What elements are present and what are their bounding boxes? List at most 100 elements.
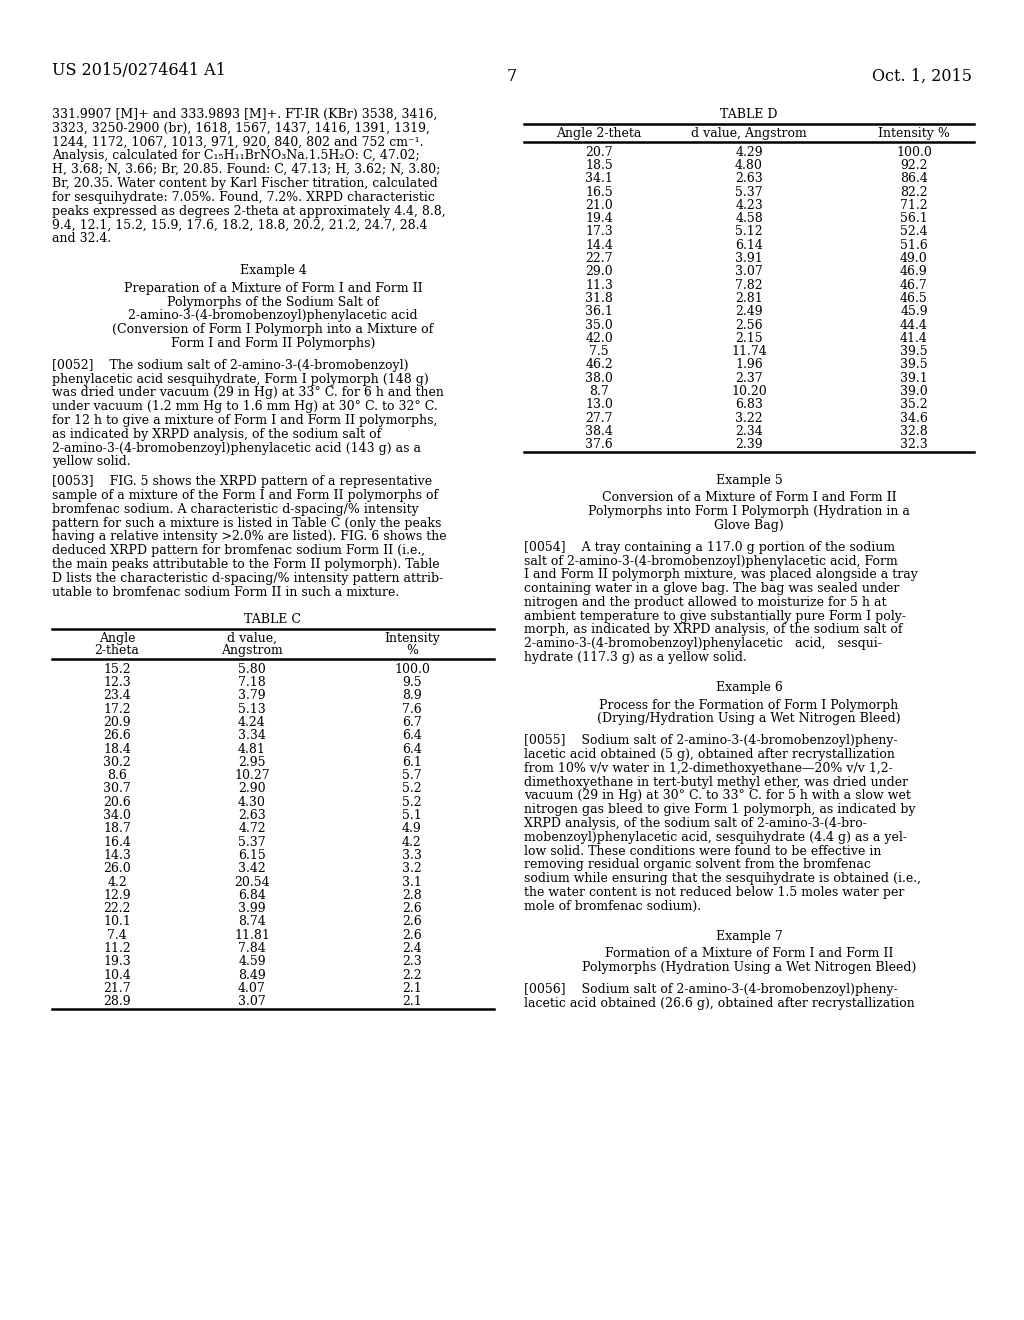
- Text: 19.4: 19.4: [585, 213, 613, 226]
- Text: 6.15: 6.15: [239, 849, 266, 862]
- Text: 3.91: 3.91: [735, 252, 763, 265]
- Text: 5.37: 5.37: [239, 836, 266, 849]
- Text: 3.07: 3.07: [735, 265, 763, 279]
- Text: 8.49: 8.49: [239, 969, 266, 982]
- Text: 7.5: 7.5: [589, 345, 609, 358]
- Text: 44.4: 44.4: [900, 318, 928, 331]
- Text: 5.37: 5.37: [735, 186, 763, 198]
- Text: Form I and Form II Polymorphs): Form I and Form II Polymorphs): [171, 337, 375, 350]
- Text: 2.8: 2.8: [402, 888, 422, 902]
- Text: 82.2: 82.2: [900, 186, 928, 198]
- Text: 2.4: 2.4: [402, 942, 422, 956]
- Text: Glove Bag): Glove Bag): [714, 519, 784, 532]
- Text: removing residual organic solvent from the bromfenac: removing residual organic solvent from t…: [524, 858, 870, 871]
- Text: [0054]    A tray containing a 117.0 g portion of the sodium: [0054] A tray containing a 117.0 g porti…: [524, 541, 895, 553]
- Text: 6.14: 6.14: [735, 239, 763, 252]
- Text: Polymorphs into Form I Polymorph (Hydration in a: Polymorphs into Form I Polymorph (Hydrat…: [588, 506, 910, 519]
- Text: Oct. 1, 2015: Oct. 1, 2015: [872, 69, 972, 84]
- Text: 20.6: 20.6: [103, 796, 131, 809]
- Text: 7: 7: [507, 69, 517, 84]
- Text: 14.3: 14.3: [103, 849, 131, 862]
- Text: 45.9: 45.9: [900, 305, 928, 318]
- Text: 9.4, 12.1, 15.2, 15.9, 17.6, 18.2, 18.8, 20.2, 21.2, 24.7, 28.4: 9.4, 12.1, 15.2, 15.9, 17.6, 18.2, 18.8,…: [52, 218, 427, 231]
- Text: 10.20: 10.20: [731, 385, 767, 399]
- Text: [0053]    FIG. 5 shows the XRPD pattern of a representative: [0053] FIG. 5 shows the XRPD pattern of …: [52, 475, 432, 488]
- Text: 4.81: 4.81: [238, 743, 266, 755]
- Text: 38.0: 38.0: [585, 372, 613, 384]
- Text: dimethoxyethane in tert-butyl methyl ether, was dried under: dimethoxyethane in tert-butyl methyl eth…: [524, 776, 908, 788]
- Text: 2.6: 2.6: [402, 916, 422, 928]
- Text: 100.0: 100.0: [394, 663, 430, 676]
- Text: 4.59: 4.59: [239, 956, 266, 969]
- Text: 100.0: 100.0: [896, 145, 932, 158]
- Text: yellow solid.: yellow solid.: [52, 455, 131, 469]
- Text: sodium while ensuring that the sesquihydrate is obtained (i.e.,: sodium while ensuring that the sesquihyd…: [524, 873, 921, 886]
- Text: Angle: Angle: [98, 632, 135, 645]
- Text: 21.0: 21.0: [585, 199, 613, 211]
- Text: 4.58: 4.58: [735, 213, 763, 226]
- Text: 34.0: 34.0: [103, 809, 131, 822]
- Text: 10.27: 10.27: [234, 770, 269, 783]
- Text: lacetic acid obtained (26.6 g), obtained after recrystallization: lacetic acid obtained (26.6 g), obtained…: [524, 997, 914, 1010]
- Text: 7.82: 7.82: [735, 279, 763, 292]
- Text: 11.74: 11.74: [731, 345, 767, 358]
- Text: as indicated by XRPD analysis, of the sodium salt of: as indicated by XRPD analysis, of the so…: [52, 428, 381, 441]
- Text: 6.84: 6.84: [238, 888, 266, 902]
- Text: peaks expressed as degrees 2-theta at approximately 4.4, 8.8,: peaks expressed as degrees 2-theta at ap…: [52, 205, 445, 218]
- Text: 56.1: 56.1: [900, 213, 928, 226]
- Text: 12.3: 12.3: [103, 676, 131, 689]
- Text: pattern for such a mixture is listed in Table C (only the peaks: pattern for such a mixture is listed in …: [52, 516, 441, 529]
- Text: 2.49: 2.49: [735, 305, 763, 318]
- Text: 31.8: 31.8: [585, 292, 613, 305]
- Text: [0055]    Sodium salt of 2-amino-3-(4-bromobenzoyl)pheny-: [0055] Sodium salt of 2-amino-3-(4-bromo…: [524, 734, 898, 747]
- Text: Formation of a Mixture of Form I and Form II: Formation of a Mixture of Form I and For…: [605, 948, 893, 961]
- Text: 10.1: 10.1: [103, 916, 131, 928]
- Text: 2.95: 2.95: [239, 756, 266, 768]
- Text: (Conversion of Form I Polymorph into a Mixture of: (Conversion of Form I Polymorph into a M…: [113, 323, 433, 337]
- Text: 5.7: 5.7: [402, 770, 422, 783]
- Text: 32.8: 32.8: [900, 425, 928, 438]
- Text: 4.23: 4.23: [735, 199, 763, 211]
- Text: 8.7: 8.7: [589, 385, 609, 399]
- Text: 18.4: 18.4: [103, 743, 131, 755]
- Text: Intensity: Intensity: [384, 632, 440, 645]
- Text: 3.07: 3.07: [239, 995, 266, 1008]
- Text: 6.83: 6.83: [735, 399, 763, 412]
- Text: 46.7: 46.7: [900, 279, 928, 292]
- Text: Example 7: Example 7: [716, 929, 782, 942]
- Text: Example 4: Example 4: [240, 264, 306, 277]
- Text: 12.9: 12.9: [103, 888, 131, 902]
- Text: for sesquihydrate: 7.05%. Found, 7.2%. XRPD characteristic: for sesquihydrate: 7.05%. Found, 7.2%. X…: [52, 191, 435, 203]
- Text: 5.13: 5.13: [239, 702, 266, 715]
- Text: Conversion of a Mixture of Form I and Form II: Conversion of a Mixture of Form I and Fo…: [602, 491, 896, 504]
- Text: 2-amino-3-(4-bromobenzoyl)phenylacetic acid (143 g) as a: 2-amino-3-(4-bromobenzoyl)phenylacetic a…: [52, 442, 421, 454]
- Text: 34.6: 34.6: [900, 412, 928, 425]
- Text: TABLE C: TABLE C: [245, 614, 301, 627]
- Text: 3.1: 3.1: [402, 875, 422, 888]
- Text: 4.80: 4.80: [735, 158, 763, 172]
- Text: 7.4: 7.4: [108, 929, 127, 941]
- Text: Angstrom: Angstrom: [221, 644, 283, 657]
- Text: 6.7: 6.7: [402, 715, 422, 729]
- Text: 19.3: 19.3: [103, 956, 131, 969]
- Text: 2.90: 2.90: [239, 783, 266, 796]
- Text: 26.6: 26.6: [103, 729, 131, 742]
- Text: 46.2: 46.2: [585, 359, 613, 371]
- Text: 26.0: 26.0: [103, 862, 131, 875]
- Text: 39.5: 39.5: [900, 345, 928, 358]
- Text: 5.2: 5.2: [402, 796, 422, 809]
- Text: was dried under vacuum (29 in Hg) at 33° C. for 6 h and then: was dried under vacuum (29 in Hg) at 33°…: [52, 387, 443, 400]
- Text: 4.2: 4.2: [108, 875, 127, 888]
- Text: 30.7: 30.7: [103, 783, 131, 796]
- Text: Intensity %: Intensity %: [878, 127, 950, 140]
- Text: 37.6: 37.6: [585, 438, 613, 451]
- Text: 3.99: 3.99: [239, 902, 266, 915]
- Text: from 10% v/v water in 1,2-dimethoxyethane—20% v/v 1,2-: from 10% v/v water in 1,2-dimethoxyethan…: [524, 762, 893, 775]
- Text: 11.3: 11.3: [585, 279, 613, 292]
- Text: 5.1: 5.1: [402, 809, 422, 822]
- Text: nitrogen and the product allowed to moisturize for 5 h at: nitrogen and the product allowed to mois…: [524, 595, 887, 609]
- Text: 20.9: 20.9: [103, 715, 131, 729]
- Text: mole of bromfenac sodium).: mole of bromfenac sodium).: [524, 900, 701, 913]
- Text: Example 6: Example 6: [716, 681, 782, 694]
- Text: 2.63: 2.63: [239, 809, 266, 822]
